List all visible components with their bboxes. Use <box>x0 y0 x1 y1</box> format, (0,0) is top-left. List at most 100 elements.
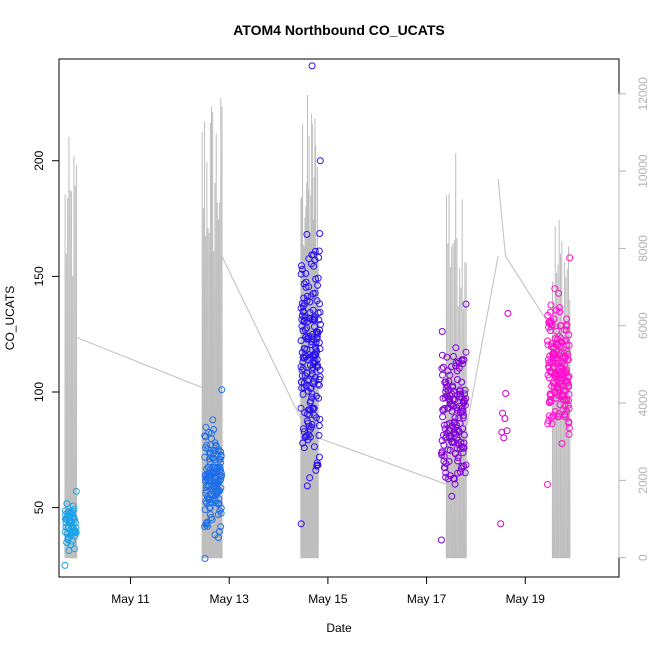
altitude-transit-3 <box>317 437 447 485</box>
co-point <box>443 353 451 361</box>
co-point <box>311 373 319 381</box>
co-point <box>202 423 210 431</box>
x-axis-label: Date <box>326 621 352 635</box>
co-point <box>215 528 223 535</box>
co-point <box>454 457 462 465</box>
co-point <box>440 404 448 412</box>
co-point <box>302 270 310 277</box>
co-point <box>308 421 316 428</box>
co-point <box>497 520 505 528</box>
co-point <box>504 309 512 317</box>
co-point <box>316 415 324 423</box>
co-point <box>451 480 459 488</box>
co-point <box>316 230 324 237</box>
co-point <box>447 363 455 371</box>
co-point <box>564 379 572 387</box>
co-point <box>63 500 71 508</box>
co-point <box>453 404 461 412</box>
co-point <box>314 461 322 469</box>
co-point <box>461 469 469 477</box>
co-point <box>552 327 560 335</box>
co-point <box>303 292 311 300</box>
co-point <box>312 362 320 370</box>
co-point <box>308 62 316 70</box>
co-point <box>451 396 459 404</box>
co-point <box>437 536 445 544</box>
co-point <box>563 348 571 356</box>
co-point <box>217 476 224 484</box>
co-point <box>307 423 315 431</box>
co-point <box>564 401 572 409</box>
altitude-flight-2 <box>201 97 223 559</box>
co-point <box>550 315 558 323</box>
y2-tick-label: 10000 <box>636 154 650 188</box>
co-point <box>69 502 77 510</box>
co-point <box>61 561 69 569</box>
co-point <box>502 390 510 397</box>
co-point <box>203 441 211 449</box>
co-series <box>61 62 574 569</box>
co-point <box>452 344 460 352</box>
co-point <box>460 444 468 452</box>
altitude-flight-1 <box>64 136 78 559</box>
co-point <box>316 373 324 381</box>
co-point <box>548 420 556 428</box>
co-point <box>459 407 467 415</box>
co-point <box>302 283 310 291</box>
co-point <box>563 322 570 330</box>
y2-tick-label: 0 <box>636 554 650 561</box>
co-point <box>438 365 446 373</box>
co-point <box>72 528 79 536</box>
co-point <box>315 394 322 402</box>
co-point <box>446 397 454 405</box>
co-point <box>313 392 320 400</box>
co-point <box>547 398 555 405</box>
co-point <box>565 397 572 405</box>
co-point <box>217 451 225 459</box>
co-point <box>314 274 322 282</box>
co-point <box>316 366 324 374</box>
co-point <box>446 446 454 454</box>
co-point <box>565 331 573 339</box>
co-point <box>460 431 468 439</box>
co-point <box>218 472 226 480</box>
y2-tick-label: 12000 <box>636 77 650 111</box>
co-point <box>203 465 211 473</box>
co-point <box>303 369 311 377</box>
co-point <box>217 484 225 492</box>
co-point <box>306 411 313 419</box>
altitude-flight-5 <box>551 219 571 559</box>
co-point <box>556 308 564 316</box>
co-point <box>503 427 511 435</box>
co-point <box>452 421 460 429</box>
co-point <box>300 384 308 391</box>
co-point <box>548 343 555 351</box>
y2-tick-label: 6000 <box>636 312 650 339</box>
co-point <box>312 351 320 359</box>
co-point <box>215 445 223 453</box>
co-point <box>209 416 217 424</box>
co-point <box>545 412 553 420</box>
co-point <box>556 401 564 409</box>
co-point <box>310 262 318 270</box>
co-point <box>445 457 453 465</box>
co-point <box>311 247 319 255</box>
x-axis: May 11 May 13 May 15 May 17 May 19 <box>111 576 545 606</box>
co-point <box>217 504 225 512</box>
x-tick-label: May 13 <box>210 592 250 606</box>
co-point <box>310 404 318 412</box>
co-point <box>206 504 214 512</box>
co-point <box>301 326 309 334</box>
co-point <box>558 338 566 346</box>
y2-tick-label: 2000 <box>636 467 650 494</box>
co-point <box>555 289 563 297</box>
co-point <box>314 380 322 388</box>
co-point <box>308 338 315 346</box>
altitude-transit-4 <box>465 256 499 431</box>
x-tick-label: May 15 <box>308 592 348 606</box>
co-point <box>297 404 305 412</box>
co-point <box>315 381 323 389</box>
co-point <box>310 316 318 324</box>
co-point <box>217 448 225 456</box>
altitude-transit-6 <box>505 255 553 330</box>
